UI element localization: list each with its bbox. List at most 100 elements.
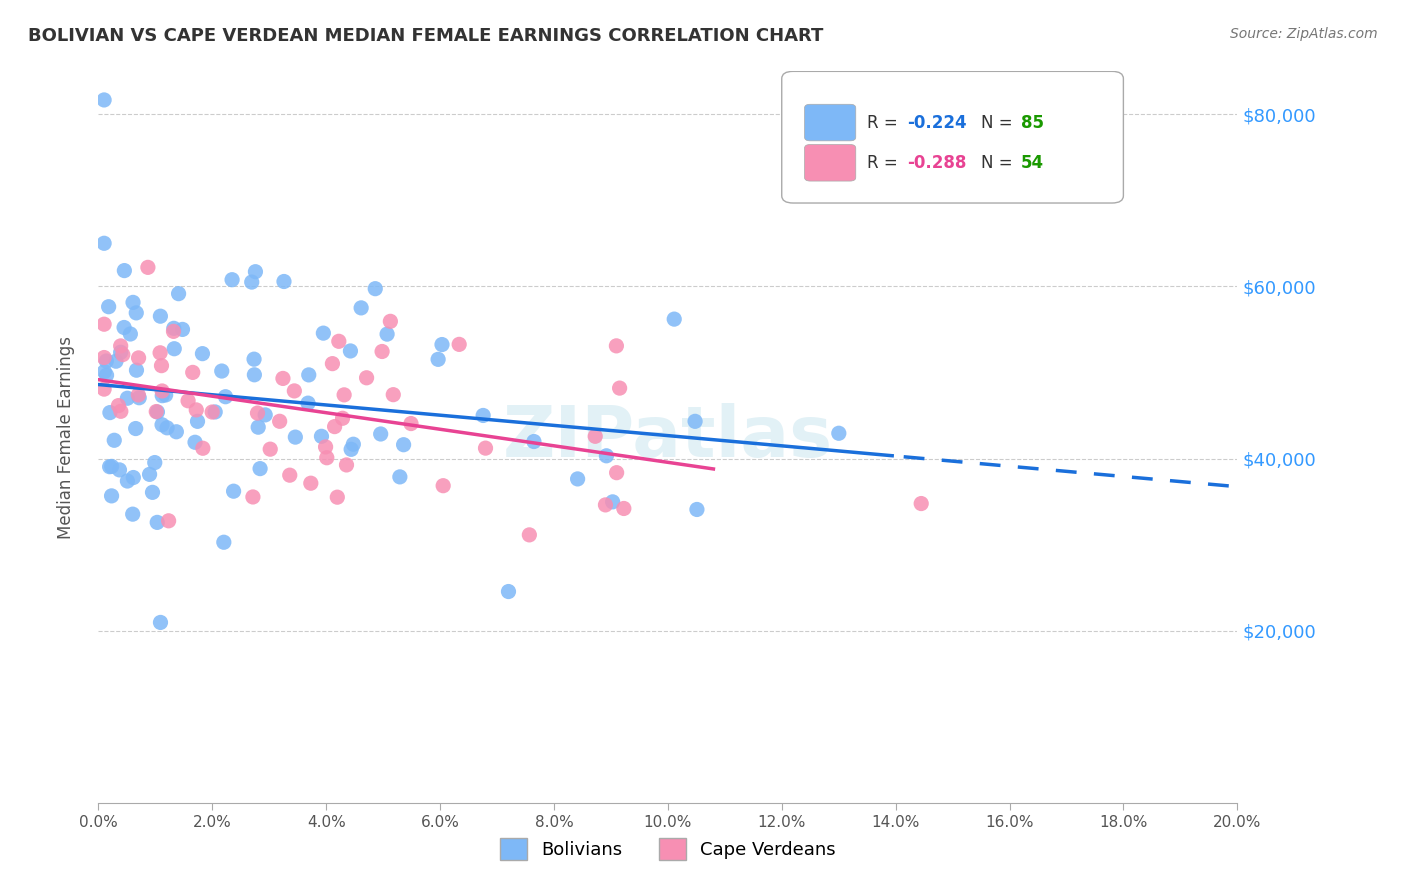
Cape Verdeans (380, 314, 402, 328)
Y-axis label: Median Female Earnings: Median Female Earnings (56, 335, 75, 539)
FancyBboxPatch shape (782, 71, 1123, 203)
Bolivians (364, 282, 387, 296)
Bolivians (686, 502, 709, 516)
Bolivians (163, 321, 186, 335)
Bolivians (143, 456, 166, 470)
Bolivians (602, 495, 624, 509)
Cape Verdeans (449, 337, 471, 351)
Cape Verdeans (145, 404, 167, 418)
Bolivians (243, 368, 266, 382)
Bolivians (93, 93, 115, 107)
Bolivians (204, 405, 226, 419)
Bolivians (427, 352, 450, 367)
Bolivians (388, 470, 411, 484)
Cape Verdeans (474, 441, 496, 455)
Cape Verdeans (111, 347, 134, 361)
Cape Verdeans (110, 339, 132, 353)
Bolivians (150, 417, 173, 432)
Text: R =: R = (868, 153, 903, 172)
Bolivians (100, 489, 122, 503)
Cape Verdeans (269, 414, 291, 428)
Bolivians (125, 306, 148, 320)
Cape Verdeans (605, 339, 627, 353)
Bolivians (163, 342, 186, 356)
Bolivians (222, 484, 245, 499)
Cape Verdeans (283, 384, 305, 398)
Bolivians (110, 345, 132, 359)
Bolivians (93, 365, 115, 379)
Bolivians (498, 584, 520, 599)
Bolivians (297, 396, 319, 410)
Bolivians (112, 320, 135, 334)
Bolivians (172, 322, 194, 336)
Bolivians (214, 390, 236, 404)
Cape Verdeans (613, 501, 636, 516)
Bolivians (93, 236, 115, 251)
Bolivians (122, 470, 145, 484)
Text: N =: N = (981, 153, 1018, 172)
Bolivians (370, 427, 392, 442)
Bolivians (664, 312, 686, 326)
Bolivians (298, 368, 321, 382)
Bolivians (342, 437, 364, 451)
Text: ZIPatlas: ZIPatlas (503, 402, 832, 472)
Bolivians (98, 459, 121, 474)
Bolivians (186, 414, 208, 428)
Bolivians (472, 409, 495, 423)
Cape Verdeans (328, 334, 350, 349)
Bolivians (828, 426, 851, 441)
Bolivians (108, 463, 131, 477)
Bolivians (125, 363, 148, 377)
Bolivians (117, 391, 139, 405)
Cape Verdeans (606, 466, 628, 480)
Cape Verdeans (332, 411, 354, 425)
Cape Verdeans (299, 476, 322, 491)
Cape Verdeans (186, 403, 208, 417)
Cape Verdeans (246, 406, 269, 420)
Bolivians (165, 425, 187, 439)
Cape Verdeans (191, 442, 214, 456)
Bolivians (523, 434, 546, 449)
Bolivians (103, 434, 125, 448)
FancyBboxPatch shape (804, 104, 856, 141)
Cape Verdeans (242, 490, 264, 504)
Cape Verdeans (910, 497, 932, 511)
Cape Verdeans (323, 419, 346, 434)
Cape Verdeans (177, 393, 200, 408)
Bolivians (149, 615, 172, 630)
Cape Verdeans (162, 324, 184, 338)
Bolivians (96, 368, 118, 383)
Cape Verdeans (127, 388, 149, 402)
Cape Verdeans (321, 357, 343, 371)
Legend: Bolivians, Cape Verdeans: Bolivians, Cape Verdeans (492, 830, 844, 867)
Cape Verdeans (609, 381, 631, 395)
Bolivians (350, 301, 373, 315)
Bolivians (138, 467, 160, 482)
Bolivians (273, 275, 295, 289)
Cape Verdeans (107, 399, 129, 413)
Cape Verdeans (136, 260, 159, 275)
Cape Verdeans (432, 479, 454, 493)
Bolivians (128, 391, 150, 405)
Cape Verdeans (128, 351, 150, 365)
Bolivians (100, 459, 122, 474)
Cape Verdeans (149, 346, 172, 360)
Bolivians (247, 420, 270, 434)
Bolivians (98, 406, 121, 420)
Bolivians (120, 326, 142, 341)
Text: 54: 54 (1021, 153, 1045, 172)
Bolivians (595, 449, 617, 463)
Bolivians (141, 485, 163, 500)
Cape Verdeans (399, 417, 422, 431)
Bolivians (146, 516, 169, 530)
Cape Verdeans (201, 405, 224, 419)
Bolivians (155, 388, 177, 402)
Bolivians (249, 461, 271, 475)
Bolivians (284, 430, 307, 444)
Cape Verdeans (93, 317, 115, 331)
Cape Verdeans (517, 528, 540, 542)
Bolivians (191, 346, 214, 360)
Cape Verdeans (333, 388, 356, 402)
Bolivians (125, 421, 148, 435)
Bolivians (221, 273, 243, 287)
